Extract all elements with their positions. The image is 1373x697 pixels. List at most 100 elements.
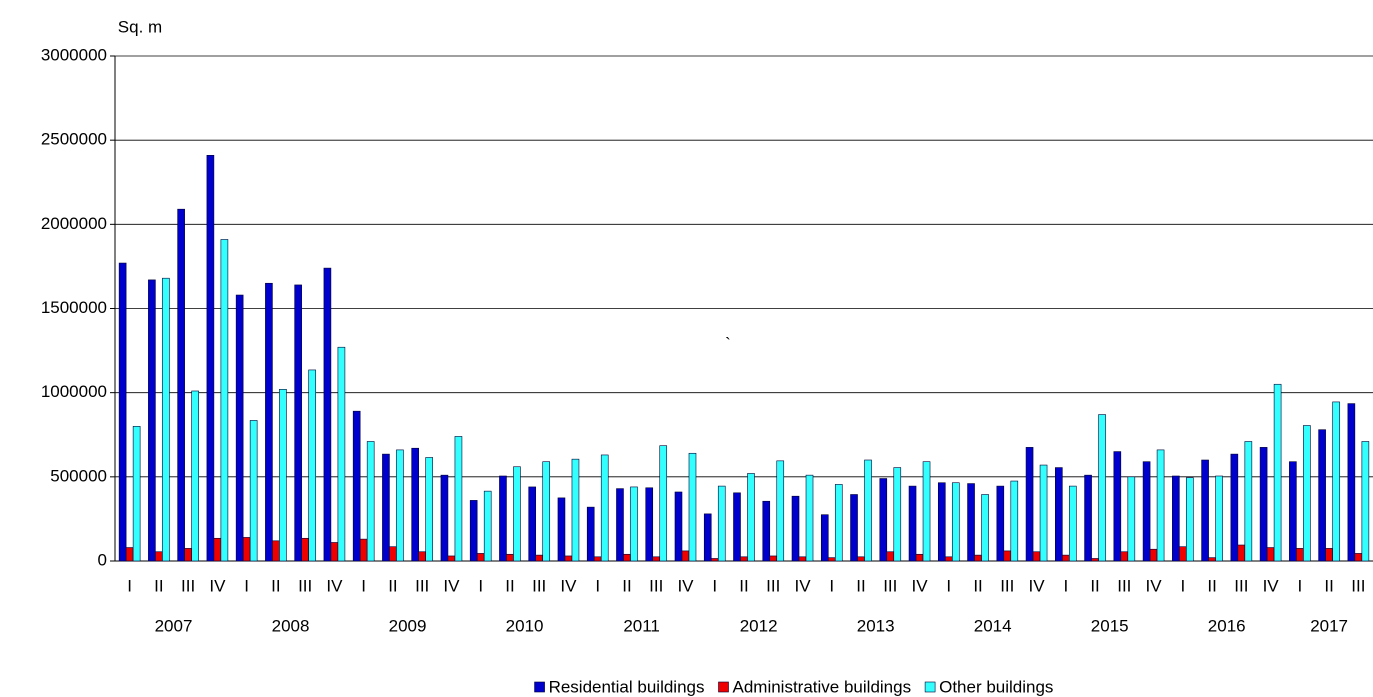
bar <box>1230 453 1239 562</box>
x-tick-label: II <box>973 576 982 595</box>
bar <box>1039 464 1048 562</box>
bar <box>162 277 170 562</box>
bar <box>879 478 888 562</box>
y-axis-label: Sq. m <box>118 17 162 36</box>
bar <box>213 537 222 562</box>
bar <box>1361 441 1370 562</box>
bar <box>1032 551 1041 562</box>
bar <box>177 208 185 562</box>
y-tick-label: 3000000 <box>41 45 107 64</box>
x-tick-label: IV <box>443 576 460 595</box>
y-tick-label: 2000000 <box>41 214 107 233</box>
bar <box>506 553 514 562</box>
bar <box>1325 548 1333 562</box>
bar <box>220 239 229 562</box>
bar <box>528 486 537 562</box>
bar <box>805 474 814 562</box>
x-tick-label: III <box>649 576 663 595</box>
bar <box>659 445 668 562</box>
x-tick-label: III <box>1234 576 1248 595</box>
bar <box>850 494 858 562</box>
year-label: 2016 <box>1208 616 1246 635</box>
y-tick-label: 2500000 <box>41 130 107 149</box>
bar <box>242 537 251 562</box>
bar <box>1003 550 1012 562</box>
bar <box>235 294 244 562</box>
bar <box>1156 449 1165 562</box>
x-tick-label: III <box>1117 576 1131 595</box>
bar <box>996 485 1005 562</box>
bar <box>411 447 419 562</box>
bar <box>944 556 953 562</box>
bar <box>1289 461 1297 562</box>
bar <box>688 452 697 562</box>
y-tick-label: 1500000 <box>41 298 107 317</box>
bar <box>703 513 712 562</box>
bar <box>776 460 785 562</box>
y-tick-label: 0 <box>98 550 107 569</box>
bar <box>425 457 433 562</box>
x-tick-label: II <box>739 576 748 595</box>
x-tick-label: III <box>415 576 429 595</box>
bar <box>1237 544 1246 562</box>
x-tick-label: IV <box>912 576 929 595</box>
x-tick-label: III <box>766 576 780 595</box>
bar <box>323 267 332 562</box>
annotation: ` <box>725 334 731 353</box>
bar <box>864 459 872 562</box>
x-tick-label: IV <box>1146 576 1163 595</box>
bar <box>125 547 134 562</box>
year-label: 2017 <box>1310 616 1348 635</box>
bar <box>1127 476 1136 562</box>
bar <box>600 454 609 562</box>
legend-label: Administrative buildings <box>733 677 912 696</box>
bar <box>301 537 309 562</box>
bar <box>132 426 141 562</box>
bar <box>967 483 975 562</box>
x-tick-label: I <box>1180 576 1185 595</box>
bar <box>623 553 631 562</box>
legend-label: Other buildings <box>939 677 1053 696</box>
year-label: 2010 <box>506 616 544 635</box>
x-tick-label: I <box>946 576 951 595</box>
bar <box>499 475 507 562</box>
bar <box>652 556 661 562</box>
bar <box>1273 383 1282 562</box>
bar <box>308 369 316 562</box>
bar <box>1332 401 1340 562</box>
bar <box>1084 474 1092 562</box>
bar <box>294 284 302 562</box>
bar <box>1354 553 1363 562</box>
bar <box>1062 554 1070 562</box>
x-tick-label: II <box>1324 576 1333 595</box>
bar <box>206 155 215 562</box>
bar <box>1266 547 1275 562</box>
x-tick-label: II <box>505 576 514 595</box>
x-tick-label: I <box>244 576 249 595</box>
bar <box>454 436 463 562</box>
x-tick-label: I <box>1063 576 1068 595</box>
x-tick-label: II <box>271 576 280 595</box>
bar <box>564 555 573 562</box>
bar <box>674 491 683 562</box>
x-tick-label: I <box>829 576 834 595</box>
bar <box>922 461 931 562</box>
bar <box>1303 425 1311 562</box>
bar <box>1113 451 1122 562</box>
bar <box>1142 461 1151 562</box>
x-tick-label: II <box>622 576 631 595</box>
bar <box>1149 548 1158 562</box>
bar <box>857 556 865 562</box>
bar <box>337 346 346 562</box>
bar <box>981 494 989 562</box>
bar <box>476 553 485 562</box>
bar <box>191 390 199 562</box>
x-tick-label: III <box>532 576 546 595</box>
x-tick-label: III <box>1351 576 1365 595</box>
legend-swatch <box>534 681 545 693</box>
bar <box>396 449 404 562</box>
bar <box>1120 551 1129 562</box>
x-tick-label: I <box>127 576 132 595</box>
bar <box>330 542 339 562</box>
bar <box>542 461 551 562</box>
